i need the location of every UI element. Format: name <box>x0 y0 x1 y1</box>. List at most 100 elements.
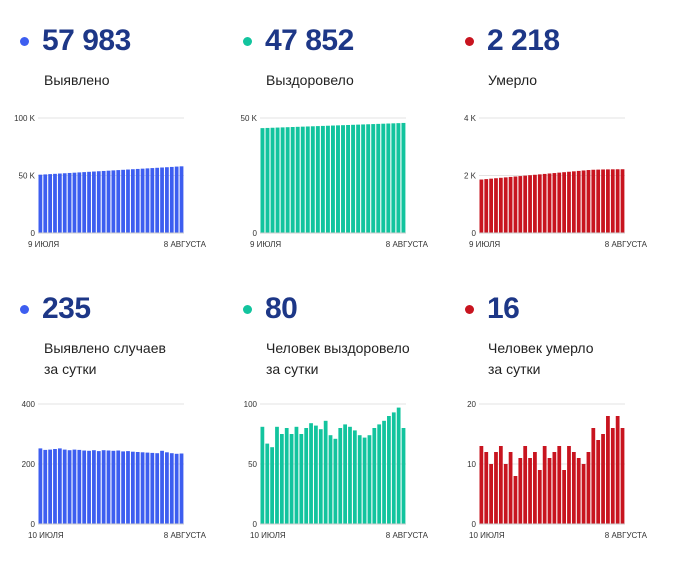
recovered-total-chart: 0 50 K 9 ИЮЛЯ 8 АВГУСТА <box>241 114 429 249</box>
bar <box>601 434 605 524</box>
bar <box>352 430 357 524</box>
bar <box>615 416 620 524</box>
detected-daily-label-line2: за сутки <box>44 361 97 377</box>
bar <box>401 122 406 233</box>
bar <box>87 171 91 233</box>
bar <box>260 426 265 524</box>
bar <box>330 125 335 233</box>
green-dot-icon <box>243 305 252 314</box>
bar <box>518 176 523 233</box>
bar <box>135 168 140 233</box>
bar <box>523 446 528 524</box>
y-tick-label: 100 K <box>14 114 36 123</box>
detected-total-label: Выявлено <box>44 72 110 88</box>
detected-daily-number: 235 <box>42 292 91 325</box>
bar <box>557 172 562 233</box>
bar <box>396 407 401 524</box>
y-tick-label: 0 <box>253 229 258 238</box>
bar <box>72 172 77 233</box>
y-tick-label: 100 <box>244 400 258 409</box>
panel-recovered-daily: 80 Человек выздоровело за сутки 0 50 100 10… <box>236 288 458 568</box>
bar <box>387 416 391 524</box>
bar <box>48 449 52 524</box>
x-tick-label-start: 9 ИЮЛЯ <box>469 240 500 249</box>
bar <box>135 452 140 524</box>
bar <box>174 453 179 524</box>
deaths-daily-number: 16 <box>487 292 520 325</box>
bar <box>351 124 356 233</box>
x-tick-label-end: 8 АВГУСТА <box>605 240 648 249</box>
y-tick-label: 4 K <box>464 114 477 123</box>
bar <box>101 170 106 233</box>
x-tick-label-start: 10 ИЮЛЯ <box>250 531 286 540</box>
bar <box>165 167 169 233</box>
bar <box>165 452 169 524</box>
bar <box>309 423 313 524</box>
bar <box>596 440 601 524</box>
bar <box>357 435 362 524</box>
bar <box>126 451 130 524</box>
bar <box>305 126 310 233</box>
panel-deaths-daily: 16 Человек умерло за сутки 0 10 20 10 ИЮЛЯ 8… <box>455 288 674 568</box>
bar <box>508 176 513 233</box>
bar <box>106 170 111 233</box>
bar <box>294 426 299 524</box>
bar <box>318 429 323 524</box>
bar <box>275 127 280 233</box>
bar <box>53 449 57 524</box>
bar <box>513 176 518 233</box>
bar <box>338 428 343 524</box>
bar <box>145 452 150 524</box>
bar <box>503 177 508 233</box>
bar <box>57 448 62 524</box>
y-tick-label: 50 K <box>241 114 258 123</box>
y-tick-label: 50 <box>248 460 257 469</box>
bar <box>620 428 625 524</box>
bar <box>571 452 576 524</box>
bar <box>92 450 96 524</box>
bar <box>116 170 121 233</box>
panel-recovered-total: 47 852 Выздоровело 0 50 K 9 ИЮЛЯ 8 АВГУСТА <box>236 20 458 300</box>
bar <box>320 125 325 233</box>
panel-detected-daily: 235 Выявлено случаев за сутки 0 200 400 10 … <box>14 288 236 568</box>
x-tick-label-start: 9 ИЮЛЯ <box>28 240 59 249</box>
bar <box>547 458 552 524</box>
panel-deaths-total: 2 218 Умерло 0 2 K 4 K 9 ИЮЛЯ 8 АВГУСТА <box>455 20 674 300</box>
recovered-daily-number: 80 <box>265 292 298 325</box>
recovered-daily-label-line2: за сутки <box>266 361 319 377</box>
bar <box>547 173 552 233</box>
detected-daily-label-line1: Выявлено случаев <box>44 340 166 356</box>
bar <box>77 449 82 524</box>
bar <box>381 123 386 233</box>
bar <box>489 178 493 233</box>
bar <box>126 169 130 233</box>
bar <box>489 464 493 524</box>
bar <box>130 451 135 524</box>
bar <box>537 174 542 233</box>
bar <box>341 125 345 233</box>
bar <box>265 443 270 524</box>
bar <box>601 169 605 233</box>
detected-total-number: 57 983 <box>42 24 131 57</box>
x-tick-label-start: 10 ИЮЛЯ <box>28 531 64 540</box>
bar <box>498 446 503 524</box>
bar <box>567 446 571 524</box>
deaths-daily-label-line2: за сутки <box>488 361 541 377</box>
bar <box>586 170 591 233</box>
bar <box>169 166 174 233</box>
bar <box>376 123 381 233</box>
recovered-daily-chart: 0 50 100 10 ИЮЛЯ 8 АВГУСТА <box>244 400 429 540</box>
bar <box>150 168 155 233</box>
bar <box>275 426 279 524</box>
x-tick-label-end: 8 АВГУСТА <box>386 240 429 249</box>
bar <box>366 124 371 233</box>
bar <box>96 171 101 233</box>
bar <box>179 453 184 524</box>
bar <box>513 476 518 524</box>
bar <box>150 452 155 524</box>
bar <box>82 450 87 524</box>
bar <box>295 126 300 233</box>
bar <box>537 470 542 524</box>
bar <box>279 434 284 524</box>
blue-dot-icon <box>20 37 29 46</box>
